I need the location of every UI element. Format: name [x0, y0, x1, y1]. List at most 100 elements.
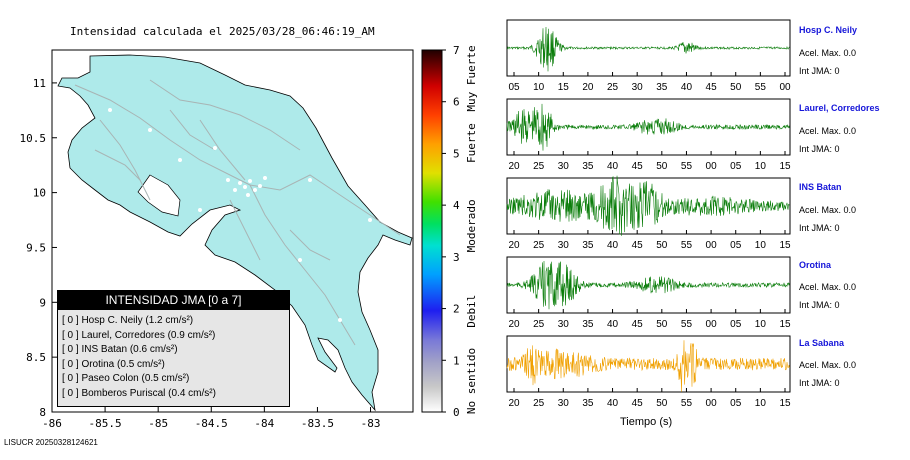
station-name: La Sabana	[799, 338, 845, 348]
time-tick-label: 20	[508, 319, 520, 330]
x-tick-label: -85	[148, 417, 168, 430]
y-tick-label: 8.5	[26, 351, 46, 364]
time-tick-label: 55	[681, 161, 693, 172]
y-tick-label: 9.5	[26, 241, 46, 254]
time-tick-label: 35	[582, 398, 594, 409]
time-tick-label: 15	[558, 82, 570, 93]
time-tick-label: 30	[558, 240, 570, 251]
station-name: INS Batan	[799, 182, 842, 192]
time-tick-label: 10	[755, 161, 767, 172]
time-tick-label: 00	[706, 161, 718, 172]
station-name: Hosp C. Neily	[799, 25, 858, 35]
time-tick-label: 15	[779, 161, 791, 172]
time-tick-label: 55	[681, 398, 693, 409]
time-tick-label: 05	[730, 161, 742, 172]
time-tick-label: 00	[779, 82, 791, 93]
map-axes: -86 -85.5 -85 -84.5 -84 -83.5 -83 8 8.5 9 9.5 10 10.…	[20, 77, 381, 430]
time-tick-label: 45	[632, 161, 644, 172]
x-tick-label: -83.5	[301, 417, 334, 430]
intensity-legend: INTENSIDAD JMA [0 a 7] [ 0 ] Hosp C. Nei…	[57, 290, 290, 407]
x-tick-label: -83	[361, 417, 381, 430]
seismogram-panel: 20 25 30 35 40 45 50 55 00 05 10 15	[506, 335, 791, 409]
colorbar	[421, 49, 443, 413]
time-tick-label: 35	[656, 82, 668, 93]
map-title: Intensidad calculada el 2025/03/28_06:46…	[70, 25, 375, 38]
land-shape	[57, 54, 413, 412]
x-tick-label: -86	[42, 417, 62, 430]
legend-item: [ 0 ] Paseo Colon (0.5 cm/s²)	[62, 373, 190, 384]
time-tick-label: 30	[558, 398, 570, 409]
time-tick-label: 40	[607, 161, 619, 172]
x-axis-label: Tiempo (s)	[620, 416, 673, 428]
time-tick-label: 40	[607, 240, 619, 251]
time-tick-label: 50	[730, 82, 742, 93]
seismogram-panel: 20 25 30 35 40 45 50 55 00 05 10 15	[506, 175, 791, 251]
time-tick-label: 45	[632, 398, 644, 409]
legend-item: [ 0 ] Laurel, Corredores (0.9 cm/s²)	[62, 329, 216, 341]
legend-list: [ 0 ] Hosp C. Neily (1.2 cm/s²) [ 0 ] La…	[58, 310, 289, 401]
time-tick-label: 00	[706, 319, 718, 330]
legend-header: INTENSIDAD JMA [0 a 7]	[58, 291, 289, 310]
colorbar-tick-label: 7	[453, 44, 460, 57]
time-tick-label: 55	[755, 82, 767, 93]
int-jma: Int JMA: 0	[799, 300, 840, 310]
seismogram-panel: 05 10 15 20 25 30 35 40 45 50 55 00	[506, 19, 791, 93]
time-tick-label: 00	[706, 398, 718, 409]
colorbar-tick-label: 3	[453, 251, 460, 264]
colorbar-tick-label: 0	[453, 406, 460, 419]
time-tick-label: 05	[730, 398, 742, 409]
y-tick-label: 8	[39, 406, 46, 419]
time-tick-label: 50	[656, 398, 668, 409]
legend-item: [ 0 ] Hosp C. Neily (1.2 cm/s²)	[62, 315, 194, 326]
intensity-zone-label: Moderado	[465, 199, 478, 252]
int-jma: Int JMA: 0	[799, 223, 840, 233]
x-tick-label: -85.5	[89, 417, 122, 430]
time-tick-label: 50	[656, 161, 668, 172]
time-tick-label: 10	[755, 398, 767, 409]
time-tick-label: 50	[656, 240, 668, 251]
roads	[74, 79, 401, 346]
waveform-line	[507, 26, 790, 72]
y-tick-label: 9	[39, 296, 46, 309]
time-tick-label: 05	[730, 319, 742, 330]
time-tick-label: 45	[706, 82, 718, 93]
x-tick-label: -84	[254, 417, 274, 430]
y-tick-label: 11	[33, 77, 46, 90]
int-jma: Int JMA: 0	[799, 378, 840, 388]
int-jma: Int JMA: 0	[799, 144, 840, 154]
time-tick-label: 35	[582, 319, 594, 330]
seismogram-panels: 05 10 15 20 25 30 35 40 45 50 55 00 20 25 30 35 40 45 50 55…	[506, 19, 791, 409]
time-tick-label: 05	[730, 240, 742, 251]
panel-frame	[506, 177, 791, 235]
time-tick-label: 30	[632, 82, 644, 93]
panel-frame	[506, 19, 791, 77]
acel-max: Acel. Max. 0.0	[799, 282, 857, 292]
acel-max: Acel. Max. 0.0	[799, 360, 857, 370]
acel-max: Acel. Max. 0.0	[799, 48, 857, 58]
time-tick-label: 10	[755, 240, 767, 251]
time-tick-label: 05	[508, 82, 520, 93]
int-jma: Int JMA: 0	[799, 66, 840, 76]
acel-max: Acel. Max. 0.0	[799, 205, 857, 215]
time-tick-label: 15	[779, 398, 791, 409]
time-tick-label: 00	[706, 240, 718, 251]
legend-item: [ 0 ] Orotina (0.5 cm/s²)	[62, 358, 165, 370]
time-tick-label: 20	[508, 161, 520, 172]
intensity-zone-label: Fuerte	[465, 123, 478, 163]
time-tick-label: 20	[508, 240, 520, 251]
time-tick-label: 20	[508, 398, 520, 409]
time-tick-label: 40	[607, 319, 619, 330]
seismogram-panel: 20 25 30 35 40 45 50 55 00 05 10 15	[506, 256, 791, 330]
colorbar-tick-label: 5	[453, 147, 460, 160]
time-tick-label: 25	[533, 398, 545, 409]
time-tick-label: 25	[533, 240, 545, 251]
time-tick-label: 40	[607, 398, 619, 409]
waveform-line	[506, 103, 790, 151]
colorbar-tick-label: 4	[453, 199, 460, 212]
time-tick-label: 30	[558, 161, 570, 172]
y-tick-label: 10.5	[20, 132, 47, 145]
intensity-zone-label: Muy Fuerte	[465, 45, 478, 111]
time-tick-label: 20	[582, 82, 594, 93]
time-tick-label: 15	[779, 240, 791, 251]
time-tick-label: 35	[582, 161, 594, 172]
